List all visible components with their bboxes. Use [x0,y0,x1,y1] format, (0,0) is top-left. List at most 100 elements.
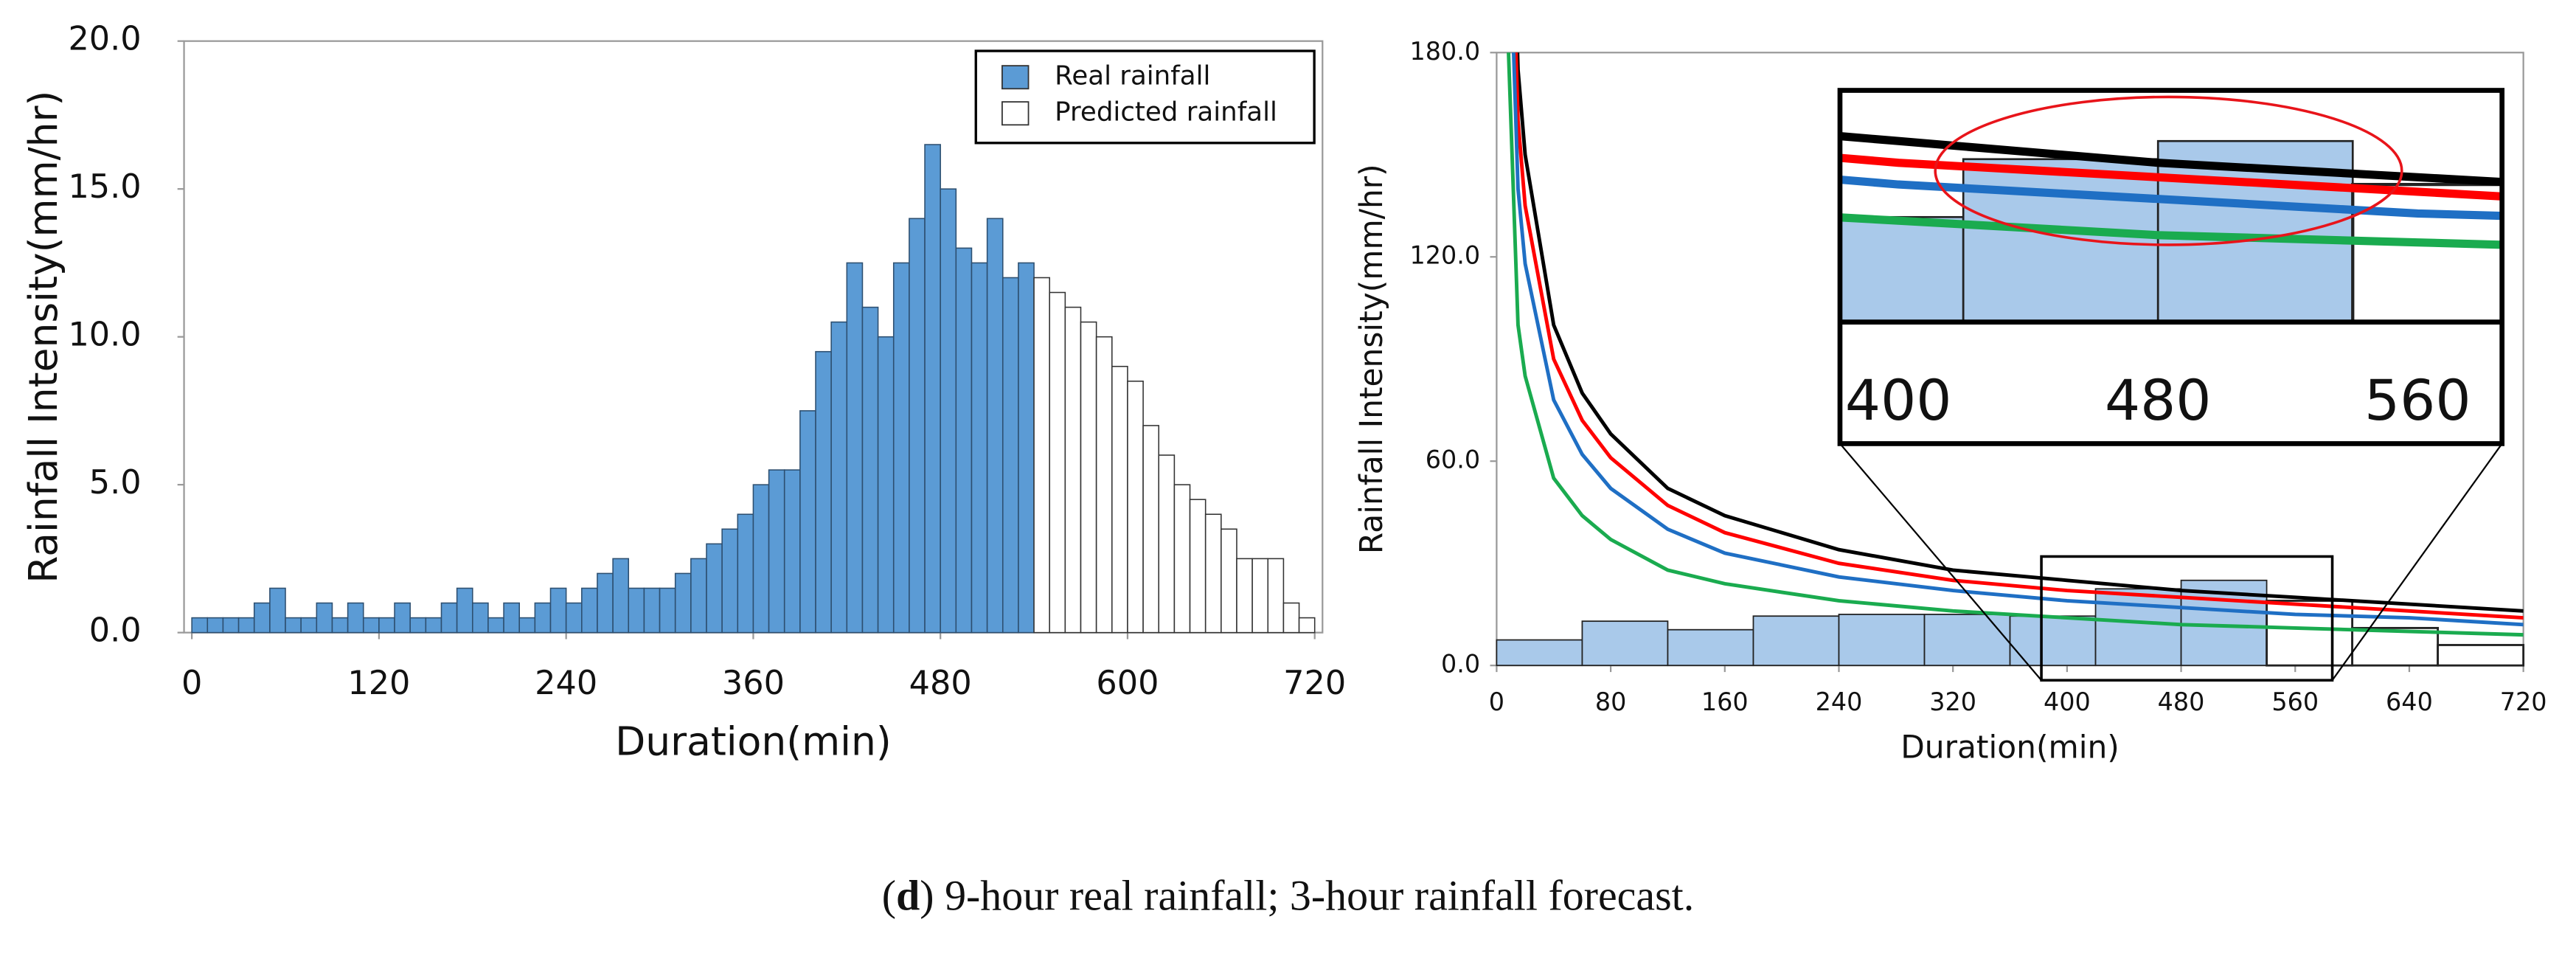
x-axis-label: Duration(min) [1900,729,2120,765]
bar [440,602,458,634]
bars [191,144,1316,634]
x-tick-label: 160 [1701,687,1749,716]
legend-swatch [1001,65,1030,90]
bar [940,188,957,634]
y-axis-label: Rainfall Intensity(mm/hr) [20,91,66,583]
x-tick-label: 320 [1929,687,1976,716]
bar [799,410,816,634]
x-tick-label: 720 [1283,664,1346,702]
legend-box [974,49,1316,145]
bar [1581,620,1669,667]
bar [425,617,442,634]
y-tick-label: 15.0 [68,167,141,206]
caption: (d) 9-hour real rainfall; 3-hour rainfal… [882,872,1694,920]
bar [846,262,864,634]
bar [924,144,941,634]
legend-label: Real rainfall [1055,61,1210,91]
curve [1841,176,2501,221]
caption-part: d [896,872,920,920]
bar [877,336,895,634]
bar [1838,614,1926,667]
bar [737,513,754,634]
bar [471,602,489,634]
zoom-connector [1839,443,2042,681]
y-tick-label: 60.0 [1426,446,1480,474]
bar [300,617,318,634]
bar [892,262,910,634]
bar [1064,306,1082,634]
bar [378,617,395,634]
bar [253,602,271,634]
inset-plot [1841,132,2501,322]
bar [1111,365,1128,634]
zoom-connector [2331,443,2503,681]
bar [1173,484,1191,634]
bar [690,558,707,634]
bar [674,572,692,634]
bar [815,350,832,634]
bar [1127,381,1144,634]
bar [861,306,879,634]
inset-tick-label: 560 [2364,368,2471,433]
bar [612,558,630,634]
curve [1512,52,2524,627]
bar [1752,615,1840,667]
bar [394,602,411,634]
bar [1251,558,1269,634]
bar [534,602,552,634]
bar [768,469,785,634]
bar [206,617,224,634]
legend-label: Predicted rainfall [1055,97,1277,128]
x-tick-label: 400 [2044,687,2091,716]
y-axis-label: Rainfall Intensity(mm/hr) [1353,164,1389,554]
bar [1080,321,1097,634]
bar [2094,588,2182,667]
bar [971,262,988,634]
bar [331,617,349,634]
bar [2437,644,2525,667]
bar [752,484,770,634]
bar [706,543,723,634]
caption-part: ) 9-hour real rainfall; 3-hour rainfall … [920,872,1694,920]
bar [1962,158,2159,322]
zoom-region [2040,555,2334,682]
inset-tick-label: 480 [2105,368,2212,433]
bar [1267,558,1285,634]
bar [2266,600,2354,667]
y-tick-label: 5.0 [89,463,142,502]
x-tick-label: 720 [2500,687,2547,716]
bar [830,321,848,634]
bar [581,587,598,634]
x-tick-label: 240 [1816,687,1863,716]
bar [549,587,567,634]
y-tick-label: 180.0 [1409,37,1480,66]
bar [783,469,801,634]
x-tick-label: 80 [1595,687,1627,716]
x-tick-label: 240 [535,664,597,702]
bar [1496,639,1583,667]
bar [955,247,973,634]
y-tick-label: 120.0 [1409,241,1480,270]
bar [1221,528,1237,634]
bar [1033,277,1050,634]
curve [1841,153,2501,201]
x-tick-label: 480 [909,664,972,702]
x-tick-label: 640 [2386,687,2433,716]
y-tick-label: 20.0 [68,20,141,58]
bar [1142,425,1160,634]
inset-tick-label: 400 [1845,368,1952,433]
curves [1507,52,2524,637]
bar [1298,617,1316,634]
curve [1514,52,2524,620]
y-tick-label: 0.0 [1441,650,1480,679]
curve [1841,132,2501,187]
bar [1923,614,2011,667]
bar [1018,262,1035,634]
inset-frame [1837,88,2505,446]
bar [2351,626,2440,667]
bar [1189,499,1207,634]
bar [191,617,209,634]
bar [456,587,473,634]
curve [1507,52,2524,637]
